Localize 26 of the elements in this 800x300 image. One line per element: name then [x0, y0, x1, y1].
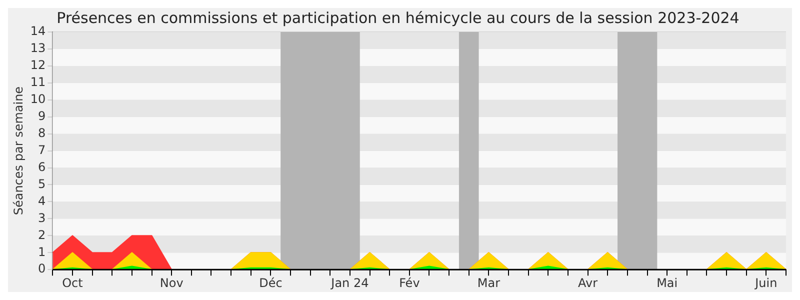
- x-tick-label: Mar: [477, 276, 500, 290]
- y-tick-label: 3: [38, 210, 46, 225]
- y-tick-label: 13: [30, 41, 46, 56]
- y-axis-title: Séances par semaine: [11, 86, 26, 216]
- y-tick-label: 7: [38, 142, 46, 157]
- y-tick-label: 8: [38, 126, 46, 140]
- y-tick-label: 0: [38, 262, 46, 276]
- x-tick-label: Mai: [656, 276, 678, 290]
- x-tick-label: Déc: [259, 276, 282, 290]
- x-tick-label: Avr: [578, 276, 598, 290]
- y-tick-label: 4: [38, 194, 46, 208]
- x-tick-label: Fév: [399, 276, 420, 290]
- y-tick-label: 5: [38, 176, 46, 191]
- chart-title: Présences en commissions et participation en hémicycle au cours de la session 2023-2024: [56, 8, 740, 27]
- y-tick-label: 9: [38, 108, 46, 123]
- x-tick-label: Juin: [754, 276, 778, 290]
- x-tick-label: Nov: [160, 276, 184, 290]
- x-tick-label: Oct: [62, 276, 84, 290]
- y-tick-label: 2: [38, 228, 46, 242]
- y-tick-label: 1: [38, 244, 46, 259]
- y-tick-label: 10: [30, 92, 46, 106]
- y-tick-label: 12: [30, 58, 46, 72]
- y-tick-label: 11: [30, 75, 46, 90]
- y-tick-label: 6: [38, 160, 46, 174]
- x-tick-label: Jan 24: [330, 276, 369, 290]
- y-tick-label: 14: [30, 24, 46, 38]
